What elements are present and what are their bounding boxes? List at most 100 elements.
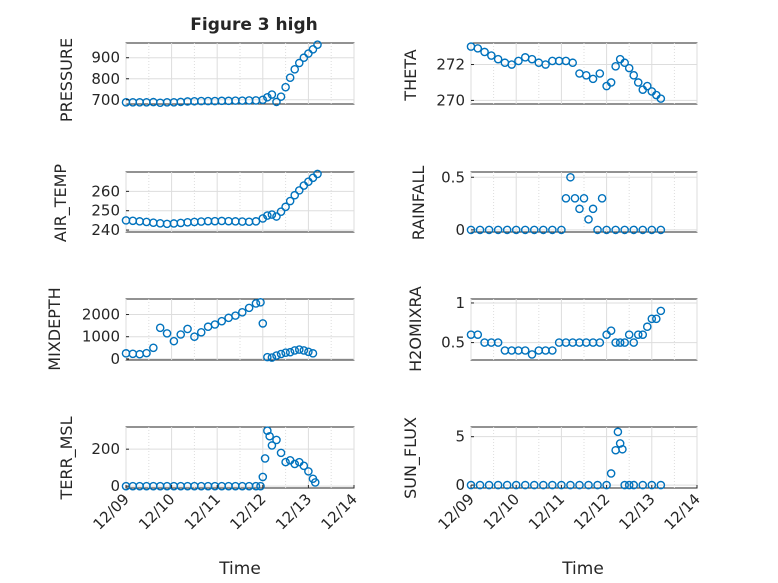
data-point: [256, 298, 265, 307]
data-point: [613, 427, 623, 437]
x-tick-label: 12/12: [226, 490, 269, 533]
subplot-h2omixra: 0.51 H2OMIXRA: [406, 286, 698, 372]
yticks-rainfall: 00.5: [441, 168, 474, 239]
data-point: [294, 345, 304, 354]
data-point: [581, 70, 591, 80]
data-point: [475, 225, 485, 235]
markers-pressure: [121, 40, 322, 108]
y-tick-label: 800: [91, 70, 120, 88]
data-point: [487, 51, 496, 60]
data-point: [647, 225, 657, 235]
y-tick-label: 0: [455, 476, 465, 494]
data-point: [511, 225, 521, 235]
data-point: [294, 186, 304, 195]
ylabel-mixdepth: MIXDEPTH: [45, 287, 64, 370]
ylabel-theta: THETA: [401, 49, 420, 101]
xticks-sun-flux: 12/09 12/10 12/11 12/12 12/13 12/14: [435, 485, 704, 533]
data-point: [484, 225, 494, 235]
data-point: [629, 480, 639, 490]
data-point: [539, 225, 548, 235]
grid-h2omixra: [470, 299, 698, 360]
data-point: [548, 346, 557, 355]
ylabel-terr-msl: TERR_MSL: [57, 416, 77, 500]
data-point: [615, 338, 625, 347]
data-point: [493, 480, 503, 490]
data-point: [272, 351, 281, 360]
data-point: [290, 346, 300, 355]
data-point: [480, 47, 489, 57]
data-point: [620, 480, 629, 490]
data-point: [260, 454, 270, 463]
data-point: [629, 225, 639, 235]
data-point: [638, 480, 648, 490]
data-point: [502, 225, 512, 235]
data-point: [244, 303, 254, 313]
data-point: [502, 480, 512, 490]
data-point: [272, 97, 281, 107]
data-point: [629, 338, 639, 347]
data-point: [155, 323, 165, 333]
x-tick-label: 12/11: [181, 490, 224, 533]
yticks-theta: 270 272: [436, 56, 474, 109]
y-tick-label: 900: [91, 49, 120, 67]
y-tick-label: 260: [91, 182, 120, 200]
data-point: [272, 212, 281, 221]
data-point: [606, 469, 616, 478]
data-point: [588, 74, 598, 84]
ylabel-sun-flux: SUN_FLUX: [401, 417, 421, 499]
data-point: [566, 172, 575, 182]
data-point: [520, 480, 530, 490]
x-tick-label: 12/12: [570, 490, 613, 533]
data-point: [638, 225, 648, 235]
data-point: [196, 327, 206, 337]
y-tick-label: 240: [91, 221, 120, 239]
data-point: [507, 60, 516, 69]
grid-air-temp: [125, 172, 355, 232]
data-point: [620, 338, 629, 347]
data-point: [267, 353, 277, 362]
data-point: [263, 352, 272, 362]
data-point: [308, 45, 318, 54]
data-point: [579, 194, 589, 203]
data-point: [656, 94, 666, 103]
data-point: [620, 58, 629, 68]
data-point: [258, 319, 268, 328]
data-point: [251, 217, 261, 226]
x-tick-label: 12/09: [435, 490, 478, 533]
data-point: [276, 92, 286, 101]
data-point: [237, 308, 247, 317]
data-point: [169, 336, 179, 346]
data-point: [466, 225, 476, 235]
subplot-pressure: 700 800 900 PRESSURE: [57, 38, 355, 122]
data-point: [511, 480, 521, 490]
y-tick-label: 272: [436, 56, 465, 74]
grid-sun-flux: [470, 427, 698, 488]
data-point: [308, 349, 318, 358]
y-tick-label: 0: [110, 350, 120, 368]
y-tick-label: 0.5: [441, 168, 465, 186]
data-point: [620, 225, 629, 235]
x-tick-label: 12/10: [135, 490, 178, 533]
data-point: [570, 194, 580, 203]
data-point: [176, 330, 186, 339]
data-point: [281, 202, 290, 212]
data-point: [633, 78, 643, 87]
data-point: [258, 95, 268, 105]
subplot-sun-flux: 0 5 12/09 12/10 12/11 12/12 12/13 12/14 SUN_FL…: [401, 417, 704, 579]
data-point: [529, 225, 539, 235]
data-point: [231, 311, 240, 320]
grid-theta: [470, 43, 698, 104]
figure-title: Figure 3 high: [190, 15, 318, 35]
grid-mixdepth: [125, 299, 355, 360]
data-point: [290, 459, 300, 469]
data-point: [595, 69, 605, 78]
data-point: [475, 480, 485, 490]
ylabel-rainfall: RAINFALL: [409, 166, 428, 241]
data-point: [162, 329, 172, 338]
data-point: [561, 194, 571, 203]
markers-air-temp: [121, 169, 322, 229]
xlabel-left: Time: [218, 559, 261, 579]
data-point: [575, 480, 584, 490]
data-point: [656, 480, 666, 490]
data-point: [294, 58, 304, 68]
